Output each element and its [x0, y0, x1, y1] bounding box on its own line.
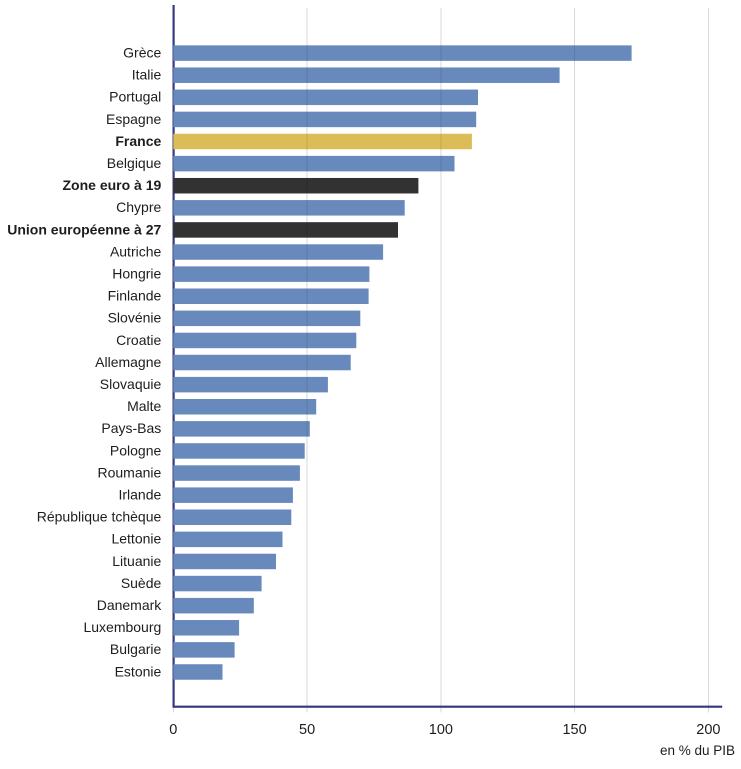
svg-text:Lituanie: Lituanie: [112, 553, 161, 569]
svg-text:en % du PIB: en % du PIB: [660, 743, 735, 758]
svg-text:0: 0: [169, 722, 177, 738]
svg-text:Danemark: Danemark: [97, 597, 163, 613]
svg-text:Lettonie: Lettonie: [111, 531, 161, 547]
svg-text:Chypre: Chypre: [116, 199, 161, 215]
svg-text:50: 50: [299, 722, 315, 738]
svg-text:République tchèque: République tchèque: [37, 509, 162, 525]
svg-text:Autriche: Autriche: [110, 243, 162, 259]
svg-text:Pologne: Pologne: [110, 442, 162, 458]
svg-text:Malte: Malte: [127, 398, 161, 414]
svg-text:Espagne: Espagne: [106, 111, 161, 127]
svg-text:150: 150: [562, 722, 586, 738]
svg-text:Croatie: Croatie: [116, 332, 161, 348]
svg-text:Irlande: Irlande: [118, 487, 161, 503]
svg-text:Grèce: Grèce: [123, 44, 161, 60]
svg-text:Italie: Italie: [132, 67, 162, 83]
svg-text:Bulgarie: Bulgarie: [110, 641, 162, 657]
svg-text:Hongrie: Hongrie: [112, 265, 161, 281]
svg-text:Finlande: Finlande: [108, 288, 162, 304]
svg-text:Belgique: Belgique: [107, 155, 162, 171]
svg-text:Roumanie: Roumanie: [97, 464, 161, 480]
svg-text:Zone euro à 19: Zone euro à 19: [62, 177, 161, 193]
svg-text:Union européenne à 27: Union européenne à 27: [7, 221, 161, 237]
svg-text:Allemagne: Allemagne: [95, 354, 161, 370]
svg-text:Portugal: Portugal: [109, 89, 161, 105]
svg-text:Slovaquie: Slovaquie: [100, 376, 162, 392]
svg-text:Luxembourg: Luxembourg: [83, 619, 161, 635]
svg-text:Pays-Bas: Pays-Bas: [101, 420, 161, 436]
svg-text:Slovénie: Slovénie: [108, 310, 162, 326]
svg-text:Estonie: Estonie: [115, 663, 162, 679]
svg-text:France: France: [115, 133, 161, 149]
svg-text:100: 100: [429, 722, 453, 738]
svg-text:200: 200: [696, 722, 720, 738]
svg-text:Suède: Suède: [121, 575, 162, 591]
